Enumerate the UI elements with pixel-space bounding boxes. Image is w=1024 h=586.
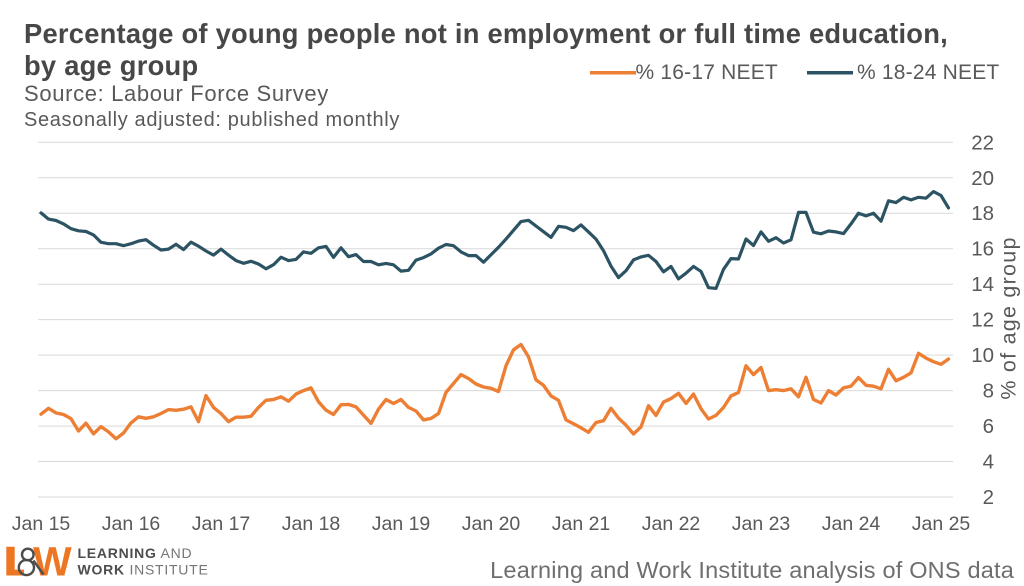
svg-text:10: 10	[971, 344, 994, 367]
svg-text:18: 18	[971, 202, 994, 225]
svg-text:Jan 19: Jan 19	[372, 513, 431, 535]
svg-text:Jan 20: Jan 20	[462, 513, 521, 535]
svg-text:Jan 25: Jan 25	[912, 513, 971, 535]
svg-text:16: 16	[971, 238, 994, 261]
svg-text:LEARNING AND: LEARNING AND	[78, 545, 193, 561]
svg-text:WORK INSTITUTE: WORK INSTITUTE	[78, 562, 209, 578]
svg-text:% of age group: % of age group	[997, 236, 1021, 399]
svg-text:Jan 22: Jan 22	[642, 513, 701, 535]
svg-text:Jan 23: Jan 23	[732, 513, 791, 535]
svg-text:Jan 17: Jan 17	[192, 513, 251, 535]
svg-text:% 16-17 NEET: % 16-17 NEET	[636, 61, 778, 84]
svg-text:Learning and Work Institute an: Learning and Work Institute analysis of …	[490, 557, 1015, 583]
svg-text:Jan 16: Jan 16	[102, 513, 161, 535]
svg-text:Percentage of young people not: Percentage of young people not in employ…	[24, 18, 948, 49]
svg-text:14: 14	[971, 273, 994, 296]
svg-text:% 18-24 NEET: % 18-24 NEET	[857, 61, 999, 84]
svg-text:Jan 18: Jan 18	[282, 513, 341, 535]
svg-text:12: 12	[971, 309, 994, 332]
svg-text:2: 2	[983, 486, 994, 509]
svg-text:by age group: by age group	[24, 50, 198, 81]
svg-text:Jan 24: Jan 24	[822, 513, 881, 535]
svg-text:8: 8	[983, 380, 994, 403]
svg-text:Source: Labour Force Survey: Source: Labour Force Survey	[24, 81, 329, 106]
svg-text:W: W	[33, 539, 72, 585]
svg-text:22: 22	[971, 131, 994, 154]
svg-text:20: 20	[971, 167, 994, 190]
svg-text:Jan 15: Jan 15	[12, 513, 71, 535]
svg-text:Jan 21: Jan 21	[552, 513, 611, 535]
svg-text:Seasonally adjusted: published: Seasonally adjusted: published monthly	[24, 109, 400, 131]
svg-text:6: 6	[983, 415, 994, 438]
svg-text:4: 4	[983, 451, 994, 474]
